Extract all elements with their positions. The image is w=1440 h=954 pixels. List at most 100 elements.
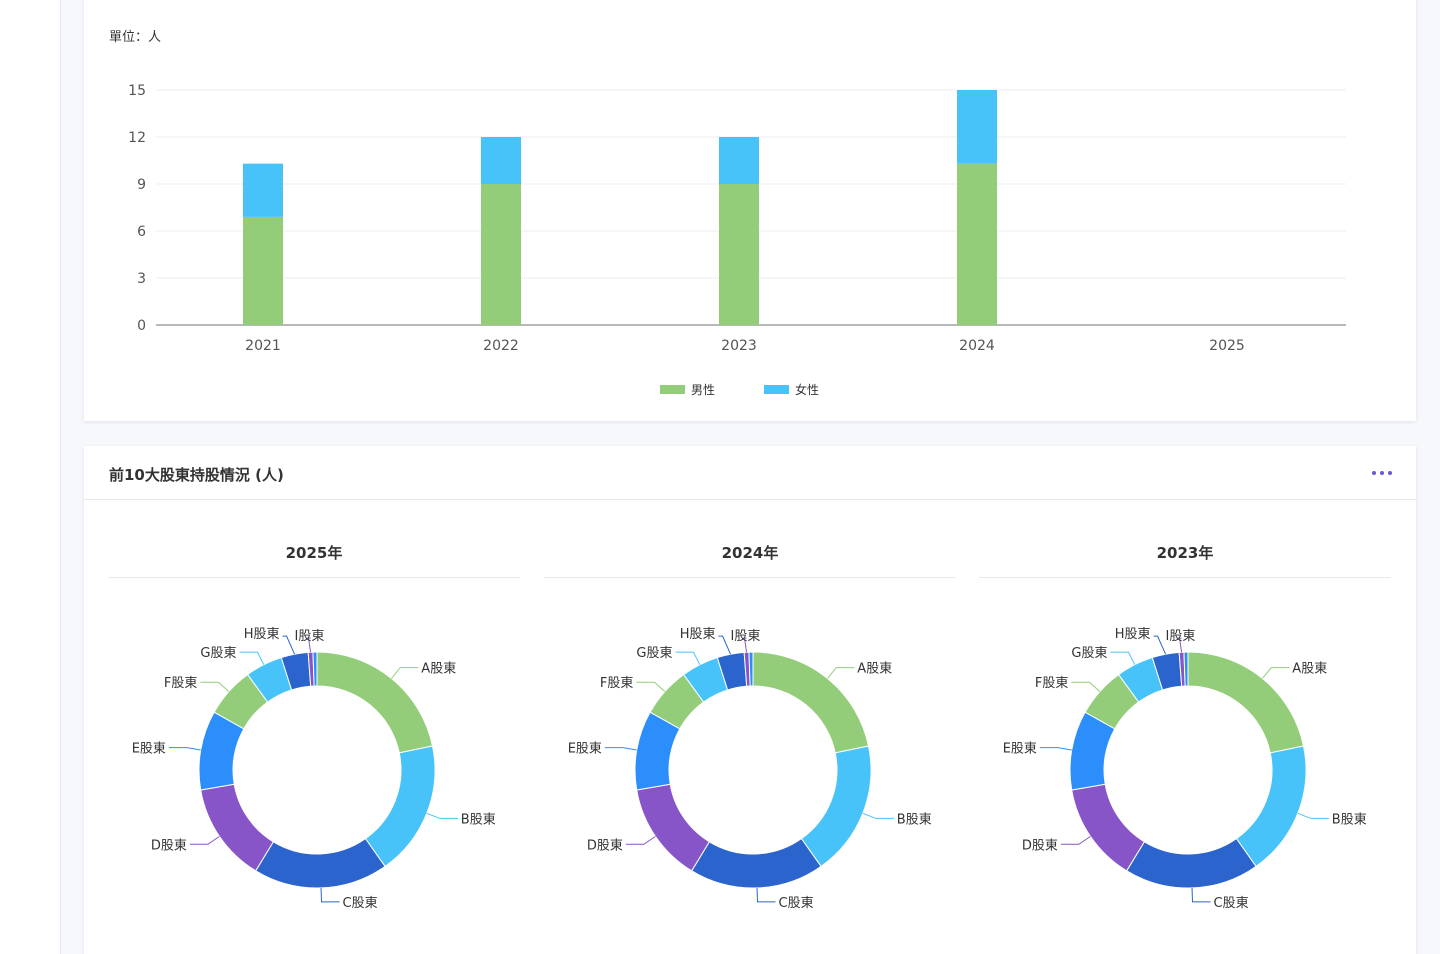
label-line [426,812,458,819]
label-line [307,637,312,653]
x-tick-label: 2024 [959,338,995,354]
y-tick-label: 15 [128,83,146,99]
left-sidebar [0,0,61,954]
pie-slice[interactable] [364,745,436,868]
slice-label: G股東 [636,645,672,661]
slice-label: C股東 [779,895,814,911]
donut-panel-2025: 2025年 A股東 B股東 C股東 D股東 E股東 F股東 G股東 H股東 I股東 [108,500,520,920]
bar-segment[interactable] [957,90,997,164]
slice-label: I股東 [295,628,325,644]
bar-segment[interactable] [481,137,521,184]
card-title: 前10大股東持股情況 (人) [109,466,284,484]
slice-label: G股東 [200,645,236,661]
card-header: 前10大股東持股情況 (人) [84,446,1416,500]
pie-slice[interactable] [312,651,318,687]
label-line [1071,681,1101,692]
bar-segment[interactable] [243,216,283,325]
bar-segment[interactable] [481,184,521,325]
legend-label[interactable]: 男性 [691,383,715,397]
bar-segment[interactable] [243,163,283,217]
pie-slice[interactable] [1235,745,1307,868]
slice-label: A股東 [421,661,456,677]
slice-label: F股東 [600,675,633,691]
slice-label: I股東 [731,628,761,644]
gender-bar-chart: 0 3 6 9 12 15 2021 2022 2023 2024 2025 男性 女性 [128,83,1346,397]
slice-label: B股東 [897,811,932,827]
y-tick-label: 12 [128,130,146,146]
slice-label: C股東 [1214,895,1249,911]
slice-label: D股東 [587,837,623,853]
slice-label: E股東 [1003,741,1037,757]
legend-label[interactable]: 女性 [795,382,819,397]
label-line [239,651,265,665]
label-line [200,681,230,692]
slice-label: E股東 [568,741,602,757]
pie-slice[interactable] [691,837,822,889]
x-tick-label: 2022 [483,338,519,354]
label-line [1262,667,1290,679]
label-line [320,887,340,903]
more-horizontal-icon[interactable] [1372,468,1392,478]
slice-label: B股東 [1332,811,1367,827]
donut-title: 2023年 [1156,544,1214,562]
shareholder-card: 前10大股東持股情況 (人) 2025年 A股東 B股東 C股東 D股東 E股東 F股東 G… [84,446,1416,954]
donut-title: 2025年 [285,544,343,562]
bar-segment[interactable] [719,137,759,184]
donut-separator [979,577,1391,578]
y-tick-label: 3 [137,271,146,287]
slice-label: H股東 [680,626,716,642]
label-line [168,747,201,751]
label-line [718,635,732,655]
pie-slice[interactable] [1183,651,1189,687]
pie-slice[interactable] [255,837,386,889]
x-tick-label: 2025 [1209,338,1245,354]
y-tick-label: 6 [137,224,146,240]
label-line [675,651,701,665]
slice-label: D股東 [151,837,187,853]
pie-slice[interactable] [636,783,711,872]
label-line [391,667,419,679]
label-line [756,887,776,903]
slice-label: C股東 [343,895,378,911]
pie-slice[interactable] [800,745,872,868]
label-line [282,635,296,655]
slice-label: F股東 [164,675,197,691]
pie-slice[interactable] [1126,837,1257,889]
pie-slice[interactable] [748,651,754,687]
x-tick-label: 2021 [245,338,281,354]
pie-slice[interactable] [1071,783,1146,872]
slice-label: A股東 [857,661,892,677]
unit-label: 單位：人 [109,30,162,45]
y-tick-label: 0 [137,318,146,334]
label-line [1060,835,1091,845]
label-line [636,681,666,692]
legend-swatch[interactable] [764,385,789,394]
label-line [1178,637,1183,653]
slice-label: D股東 [1022,837,1058,853]
slice-label: H股東 [1115,626,1151,642]
slice-label: G股東 [1071,645,1107,661]
label-line [1039,747,1072,751]
x-tick-label: 2023 [721,338,757,354]
slice-label: A股東 [1292,661,1327,677]
legend-swatch[interactable] [660,385,685,394]
bar-segment[interactable] [957,163,997,325]
slice-label: B股東 [461,811,496,827]
bar-segment[interactable] [719,184,759,325]
gender-chart-card: 單位：人 0 3 6 9 12 15 2021 2022 2023 2024 2025 男性 女性 [84,0,1416,421]
donut-panel-2024: 2024年 A股東 B股東 C股東 D股東 E股東 F股東 G股東 H股東 I股東 [544,500,956,920]
label-line [604,747,637,751]
label-line [189,835,220,845]
label-line [827,667,855,679]
label-line [1297,812,1329,819]
donut-panel-2023: 2023年 A股東 B股東 C股東 D股東 E股東 F股東 G股東 H股東 I股東 [979,500,1391,920]
label-line [625,835,656,845]
y-tick-label: 9 [137,177,146,193]
slice-label: H股東 [244,626,280,642]
label-line [1153,635,1167,655]
label-line [1110,651,1136,665]
pie-slice[interactable] [200,783,275,872]
